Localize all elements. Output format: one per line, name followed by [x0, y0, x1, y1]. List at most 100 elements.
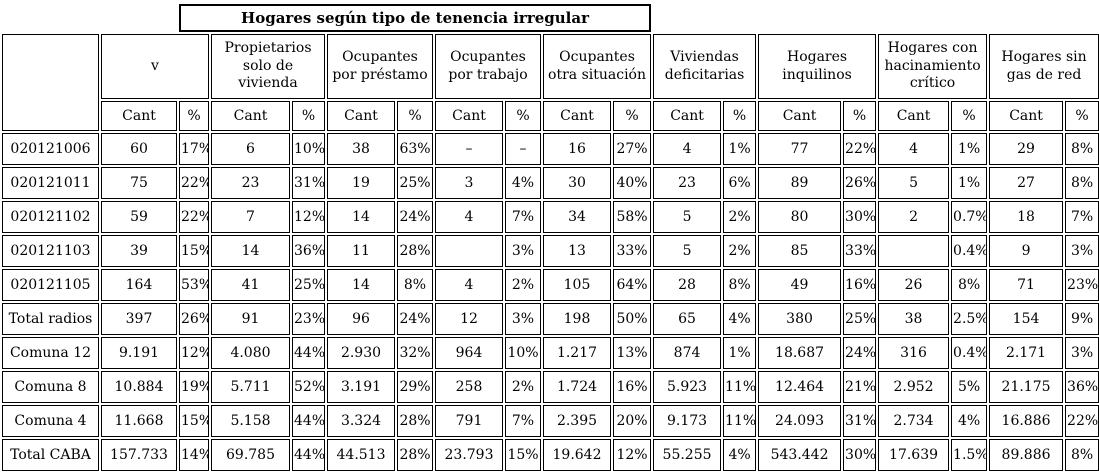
cell: 24.093 [758, 405, 842, 437]
cell: 52% [292, 371, 325, 403]
cell: 1.217 [543, 337, 611, 369]
subheader-cant: Cant [653, 101, 722, 131]
subheader-pct: % [1065, 101, 1099, 131]
cell: 543.442 [758, 439, 842, 471]
table-title: Hogares según tipo de tenencia irregular [179, 4, 652, 32]
cell: 11 [327, 235, 395, 267]
cell: 69.785 [211, 439, 290, 471]
cell: 19 [327, 167, 395, 199]
cell: 164 [101, 269, 177, 301]
cell: 38 [878, 303, 950, 335]
cell: 40% [613, 167, 652, 199]
cell: 89 [758, 167, 842, 199]
cell: 65 [653, 303, 722, 335]
cell: 16% [613, 371, 652, 403]
subheader-cant: Cant [327, 101, 395, 131]
cell: 3% [505, 235, 541, 267]
cell: 5.711 [211, 371, 290, 403]
cell: 10% [292, 133, 325, 165]
cell: 44% [292, 337, 325, 369]
cell: 3.324 [327, 405, 395, 437]
cell: 30% [843, 201, 877, 233]
cell: 1% [951, 133, 988, 165]
cell: 316 [878, 337, 950, 369]
cell: 19.642 [543, 439, 611, 471]
cell: 5.158 [211, 405, 290, 437]
cell: 0.4% [951, 235, 988, 267]
cell: 12.464 [758, 371, 842, 403]
cell: 6 [211, 133, 290, 165]
cell: 20% [613, 405, 652, 437]
cell: 58% [613, 201, 652, 233]
cell: 4 [435, 201, 503, 233]
cell: 22% [1065, 405, 1099, 437]
row-label: Total CABA [2, 439, 99, 471]
cell: 33% [613, 235, 652, 267]
cell: 17.639 [878, 439, 950, 471]
cell: 50% [613, 303, 652, 335]
cell [435, 235, 503, 267]
cell: 60 [101, 133, 177, 165]
cell: 4 [878, 133, 950, 165]
cell: 7 [211, 201, 290, 233]
subheader-cant: Cant [435, 101, 503, 131]
cell: 1% [723, 133, 757, 165]
cell: 25% [843, 303, 877, 335]
cell: 39 [101, 235, 177, 267]
cell: 7% [505, 405, 541, 437]
cell: 5 [653, 201, 722, 233]
corner-cell [2, 34, 99, 131]
cell: 30% [843, 439, 877, 471]
row-label: Total radios [2, 303, 99, 335]
table-row: 0201210066017%610%3863%––1627%41%7722%41… [2, 133, 1099, 165]
cell: 85 [758, 235, 842, 267]
cell: 1.5% [951, 439, 988, 471]
col-group-hacinamiento: Hogares con hacinamiento crítico [878, 34, 988, 99]
cell: 5% [951, 371, 988, 403]
cell: 59 [101, 201, 177, 233]
col-group-otra-situacion: Ocupantes otra situación [543, 34, 652, 99]
cell: 91 [211, 303, 290, 335]
cell: 22% [179, 201, 209, 233]
cell: 13% [613, 337, 652, 369]
cell: 1% [951, 167, 988, 199]
cell: 21% [843, 371, 877, 403]
row-label: 020121105 [2, 269, 99, 301]
cell: 258 [435, 371, 503, 403]
cell: 7% [505, 201, 541, 233]
cell: 9% [1065, 303, 1099, 335]
column-group-row: v Propietarios solo de vivienda Ocupante… [2, 34, 1099, 131]
cell: 23 [653, 167, 722, 199]
cell: 36% [1065, 371, 1099, 403]
cell: 8% [397, 269, 433, 301]
subheader-pct: % [723, 101, 757, 131]
cell: 16% [843, 269, 877, 301]
cell [878, 235, 950, 267]
col-group-propietarios: Propietarios solo de vivienda [211, 34, 325, 99]
cell: 3% [1065, 235, 1099, 267]
cell: 11% [723, 405, 757, 437]
subheader-pct: % [505, 101, 541, 131]
cell: 4% [723, 439, 757, 471]
title-right-spacer [653, 4, 1099, 32]
title-left-spacer [2, 4, 177, 32]
cell: 77 [758, 133, 842, 165]
cell: 80 [758, 201, 842, 233]
cell: 23% [1065, 269, 1099, 301]
table-row: Total CABA157.73314%69.78544%44.51328%23… [2, 439, 1099, 471]
subheader-cant: Cant [211, 101, 290, 131]
cell: 154 [989, 303, 1064, 335]
cell: 397 [101, 303, 177, 335]
cell: 12% [179, 337, 209, 369]
cell: 19% [179, 371, 209, 403]
cell: 16.886 [989, 405, 1064, 437]
cell: 53% [179, 269, 209, 301]
cell: 36% [292, 235, 325, 267]
table-row: 02012110516453%4125%148%42%10564%288%491… [2, 269, 1099, 301]
col-group-trabajo: Ocupantes por trabajo [435, 34, 541, 99]
subheader-cant: Cant [543, 101, 611, 131]
row-label: Comuna 8 [2, 371, 99, 403]
cell: 198 [543, 303, 611, 335]
cell: 24% [843, 337, 877, 369]
